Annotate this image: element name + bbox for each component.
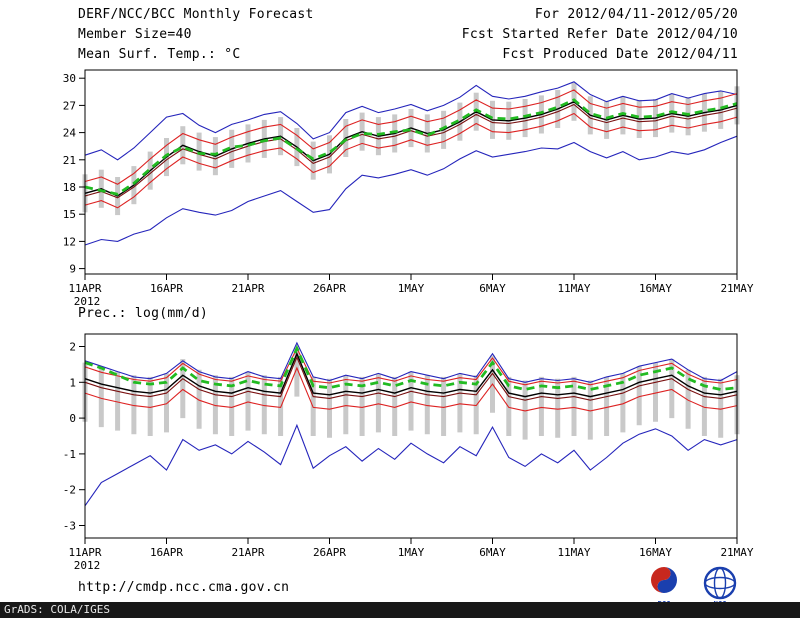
svg-text:21: 21 xyxy=(63,154,76,167)
svg-text:12: 12 xyxy=(63,235,76,248)
svg-text:2: 2 xyxy=(69,341,76,354)
svg-text:16APR: 16APR xyxy=(150,282,183,295)
svg-text:21MAY: 21MAY xyxy=(720,282,753,295)
member-size-label: Member Size=40 xyxy=(78,27,192,42)
page-title: DERF/NCC/BCC Monthly Forecast xyxy=(78,7,314,22)
svg-text:1MAY: 1MAY xyxy=(398,546,425,559)
precipitation-chart: -3 -2 -1 0 1 2 11APR 16APR 21APR 26APR 1MAY 6MAY 11M… xyxy=(63,333,754,572)
svg-text:6MAY: 6MAY xyxy=(479,282,506,295)
svg-text:27: 27 xyxy=(63,99,76,112)
svg-text:1: 1 xyxy=(69,376,76,389)
svg-text:30: 30 xyxy=(63,72,76,85)
forecast-range-label: For 2012/04/11-2012/05/20 xyxy=(534,7,738,22)
svg-text:21APR: 21APR xyxy=(231,282,264,295)
footer-url: http://cmdp.ncc.cma.gov.cn xyxy=(78,580,290,595)
svg-text:6MAY: 6MAY xyxy=(479,546,506,559)
svg-text:2012: 2012 xyxy=(74,295,101,308)
grads-credit-strip: GrADS: COLA/IGES xyxy=(0,602,800,618)
grads-credit-text: GrADS: COLA/IGES xyxy=(4,603,110,616)
refer-date-label: Fcst Started Refer Date 2012/04/10 xyxy=(461,27,738,42)
svg-text:26APR: 26APR xyxy=(313,546,346,559)
svg-text:9: 9 xyxy=(69,263,76,276)
svg-text:21APR: 21APR xyxy=(231,546,264,559)
svg-text:16MAY: 16MAY xyxy=(639,546,672,559)
temperature-chart: 9 12 15 18 21 24 27 30 11APR 16APR 21APR 26APR 1MAY 6… xyxy=(63,69,754,308)
svg-text:21MAY: 21MAY xyxy=(720,546,753,559)
svg-text:-1: -1 xyxy=(63,448,76,461)
svg-text:2012: 2012 xyxy=(74,559,101,572)
temp-variable-label: Mean Surf. Temp.: °C xyxy=(78,47,241,62)
svg-text:-3: -3 xyxy=(63,520,76,533)
svg-text:11APR: 11APR xyxy=(68,546,101,559)
svg-text:24: 24 xyxy=(63,127,77,140)
svg-text:18: 18 xyxy=(63,181,76,194)
svg-text:1MAY: 1MAY xyxy=(398,282,425,295)
prec-variable-label: Prec.: log(mm/d) xyxy=(78,306,209,321)
svg-text:11MAY: 11MAY xyxy=(557,282,590,295)
svg-text:-2: -2 xyxy=(63,484,76,497)
svg-text:16APR: 16APR xyxy=(150,546,183,559)
svg-text:15: 15 xyxy=(63,208,76,221)
svg-text:16MAY: 16MAY xyxy=(639,282,672,295)
svg-text:0: 0 xyxy=(69,412,76,425)
produced-date-label: Fcst Produced Date 2012/04/11 xyxy=(502,47,738,62)
svg-text:11APR: 11APR xyxy=(68,282,101,295)
svg-text:26APR: 26APR xyxy=(313,282,346,295)
svg-text:11MAY: 11MAY xyxy=(557,546,590,559)
